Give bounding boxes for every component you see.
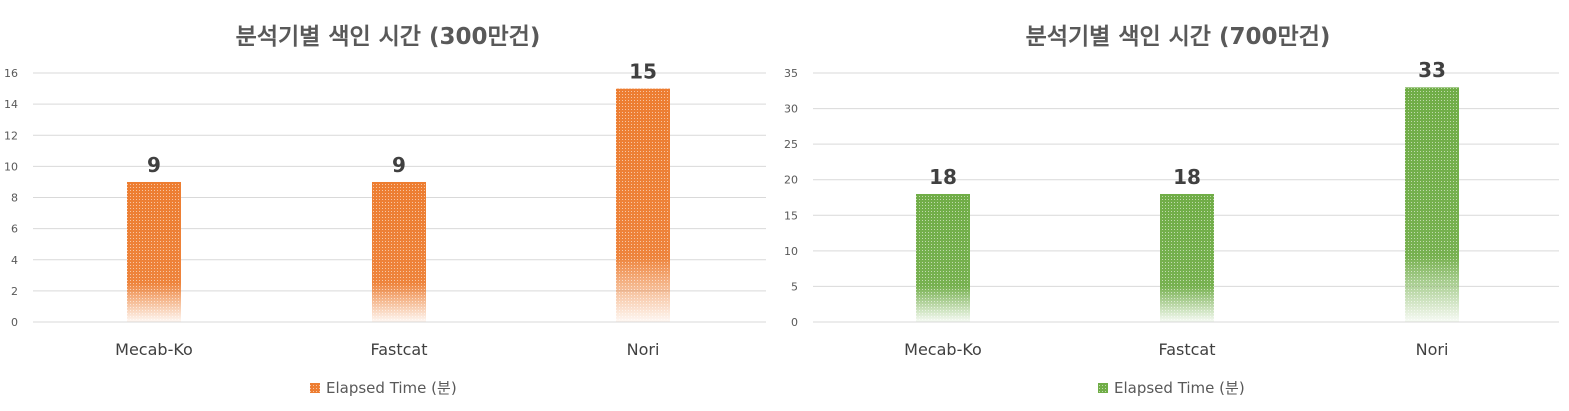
data-label: 33	[1418, 58, 1446, 82]
y-tick-label: 8	[11, 192, 18, 205]
data-label: 9	[147, 153, 161, 177]
x-category-label: Nori	[627, 340, 660, 359]
y-tick-label: 10	[4, 160, 18, 173]
y-tick-label: 4	[11, 254, 18, 267]
chart-300man: 분석기별 색인 시간 (300만건) 0 2 4 6 8 10 12 14 16 9 Mecab-Ko…	[4, 24, 766, 397]
bar-fastcat	[1160, 193, 1214, 322]
x-category-label: Fastcat	[1158, 340, 1215, 359]
data-label: 18	[1173, 165, 1201, 189]
chart-title: 분석기별 색인 시간 (300만건)	[236, 24, 541, 50]
y-tick-label: 20	[784, 174, 798, 187]
bar-nori	[616, 88, 670, 322]
y-tick-label: 12	[4, 129, 18, 142]
y-tick-label: 30	[784, 103, 798, 116]
legend: Elapsed Time (분)	[310, 379, 457, 397]
y-tick-label: 5	[791, 280, 798, 293]
y-tick-label: 35	[784, 67, 798, 80]
x-category-label: Fastcat	[370, 340, 427, 359]
y-tick-label: 2	[11, 285, 18, 298]
y-tick-label: 6	[11, 223, 18, 236]
bar-nori	[1405, 87, 1459, 322]
data-label: 15	[629, 60, 657, 84]
legend-label: Elapsed Time (분)	[326, 379, 457, 397]
legend-swatch	[1098, 383, 1108, 393]
y-tick-label: 16	[4, 67, 18, 80]
data-label: 18	[929, 165, 957, 189]
y-tick-label: 25	[784, 138, 798, 151]
y-tick-label: 15	[784, 209, 798, 222]
bar-fastcat	[372, 181, 426, 322]
y-tick-label: 10	[784, 245, 798, 258]
y-tick-label: 14	[4, 98, 18, 111]
bar-mecab-ko	[916, 193, 970, 322]
legend: Elapsed Time (분)	[1098, 379, 1245, 397]
x-category-label: Mecab-Ko	[115, 340, 193, 359]
y-tick-label: 0	[791, 316, 798, 329]
chart-title: 분석기별 색인 시간 (700만건)	[1026, 24, 1331, 50]
chart-700man: 분석기별 색인 시간 (700만건) 0 5 10 15 20 25 30 35 18 Mecab-…	[784, 24, 1559, 397]
x-category-label: Nori	[1416, 340, 1449, 359]
bar-mecab-ko	[127, 181, 181, 322]
legend-label: Elapsed Time (분)	[1114, 379, 1245, 397]
y-tick-label: 0	[11, 316, 18, 329]
data-label: 9	[392, 153, 406, 177]
legend-swatch	[310, 383, 320, 393]
x-category-label: Mecab-Ko	[904, 340, 982, 359]
